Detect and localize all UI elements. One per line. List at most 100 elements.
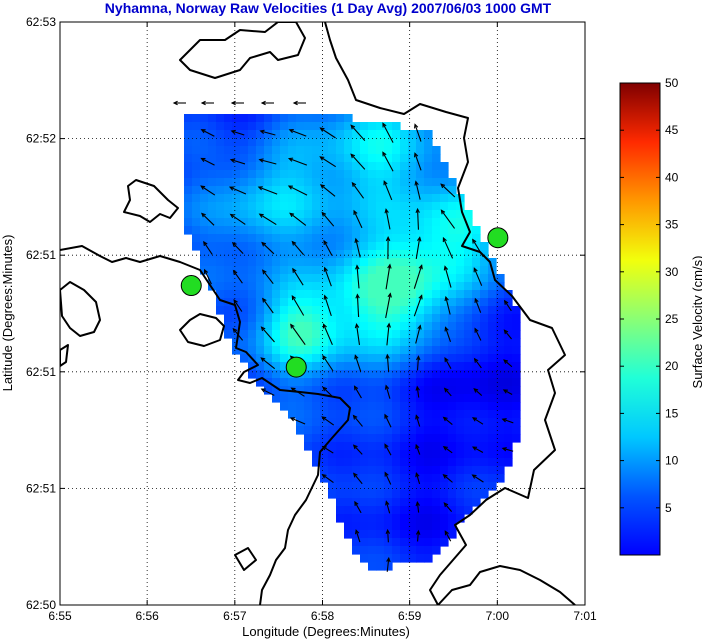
speed-cell bbox=[448, 338, 457, 347]
speed-cell bbox=[352, 170, 361, 179]
velocity-arrow bbox=[289, 129, 307, 137]
speed-cell bbox=[480, 474, 489, 483]
speed-cell bbox=[360, 346, 369, 355]
arrow-head bbox=[418, 264, 423, 270]
speed-cell bbox=[440, 362, 449, 371]
speed-cell bbox=[360, 490, 369, 499]
speed-cell bbox=[496, 394, 505, 403]
speed-cell bbox=[336, 162, 345, 171]
speed-cell bbox=[216, 154, 225, 163]
speed-cell bbox=[480, 298, 489, 307]
velocity-arrow bbox=[415, 325, 421, 344]
speed-cell bbox=[456, 346, 465, 355]
velocity-arrow bbox=[355, 238, 361, 258]
speed-cell bbox=[320, 146, 329, 155]
arrow-head bbox=[442, 474, 448, 479]
speed-cell bbox=[472, 418, 481, 427]
x-tick-label: 6:57 bbox=[223, 609, 247, 623]
speed-cell bbox=[256, 378, 265, 387]
speed-cell bbox=[448, 282, 457, 291]
speed-cell bbox=[400, 322, 409, 331]
arrow-head bbox=[387, 263, 392, 269]
speed-cell bbox=[400, 178, 409, 187]
speed-cell bbox=[280, 234, 289, 243]
speed-cell bbox=[312, 186, 321, 195]
speed-cell bbox=[440, 322, 449, 331]
speed-cell bbox=[232, 258, 241, 267]
velocity-arrow bbox=[324, 267, 332, 287]
velocity-arrow bbox=[230, 213, 246, 225]
speed-cell bbox=[288, 282, 297, 291]
speed-cell bbox=[448, 266, 457, 275]
y-axis-label: Latitude (Degrees:Minutes) bbox=[0, 235, 15, 392]
velocity-arrow bbox=[320, 184, 336, 197]
speed-cell bbox=[344, 226, 353, 235]
speed-cell bbox=[304, 226, 313, 235]
speed-cell bbox=[456, 234, 465, 243]
speed-cell bbox=[240, 226, 249, 235]
speed-cell bbox=[296, 378, 305, 387]
speed-cell bbox=[480, 490, 489, 499]
speed-cell bbox=[392, 194, 401, 203]
speed-cell bbox=[472, 354, 481, 363]
speed-cell bbox=[376, 498, 385, 507]
speed-cell bbox=[400, 498, 409, 507]
speed-cell bbox=[384, 226, 393, 235]
speed-cell bbox=[496, 306, 505, 315]
speed-cell bbox=[304, 114, 313, 123]
speed-cell bbox=[328, 154, 337, 163]
speed-cell bbox=[360, 442, 369, 451]
speed-cell bbox=[416, 162, 425, 171]
speed-cell bbox=[488, 314, 497, 323]
velocity-arrow bbox=[502, 447, 514, 452]
speed-cell bbox=[368, 394, 377, 403]
arrow-head bbox=[261, 241, 267, 247]
speed-cell bbox=[264, 154, 273, 163]
speed-cell bbox=[512, 410, 521, 419]
speed-cell bbox=[376, 338, 385, 347]
speed-cell bbox=[400, 386, 409, 395]
speed-cell bbox=[376, 122, 385, 131]
speed-cell bbox=[344, 514, 353, 523]
speed-cell bbox=[440, 386, 449, 395]
speed-cell bbox=[328, 186, 337, 195]
arrow-head bbox=[440, 209, 446, 215]
speed-cell bbox=[336, 266, 345, 275]
speed-cell bbox=[424, 226, 433, 235]
speed-cell bbox=[448, 394, 457, 403]
speed-cell bbox=[272, 322, 281, 331]
velocity-arrow bbox=[472, 474, 484, 483]
station-markers bbox=[180, 227, 509, 378]
speed-cell bbox=[272, 250, 281, 259]
speed-cell bbox=[352, 282, 361, 291]
speed-cell bbox=[288, 346, 297, 355]
speed-cell bbox=[416, 434, 425, 443]
speed-cell bbox=[504, 434, 513, 443]
speed-cell bbox=[344, 434, 353, 443]
speed-cell bbox=[512, 346, 521, 355]
speed-cell bbox=[296, 250, 305, 259]
speed-cell bbox=[200, 242, 209, 251]
speed-cell bbox=[208, 146, 217, 155]
speed-cell bbox=[432, 250, 441, 259]
speed-cell bbox=[416, 274, 425, 283]
speed-cell bbox=[336, 338, 345, 347]
speed-cell bbox=[408, 538, 417, 547]
speed-cell bbox=[336, 146, 345, 155]
speed-cell bbox=[408, 410, 417, 419]
speed-cell bbox=[496, 322, 505, 331]
speed-cell bbox=[192, 162, 201, 171]
speed-cell bbox=[448, 522, 457, 531]
speed-cell bbox=[280, 138, 289, 147]
speed-cell bbox=[312, 234, 321, 243]
speed-cell bbox=[504, 394, 513, 403]
velocity-arrow bbox=[353, 210, 363, 229]
speed-cell bbox=[312, 410, 321, 419]
speed-cell bbox=[376, 314, 385, 323]
speed-cell bbox=[336, 138, 345, 147]
speed-cell bbox=[392, 498, 401, 507]
speed-cell bbox=[312, 450, 321, 459]
speed-cell bbox=[488, 362, 497, 371]
speed-cell bbox=[456, 394, 465, 403]
speed-cell bbox=[512, 378, 521, 387]
